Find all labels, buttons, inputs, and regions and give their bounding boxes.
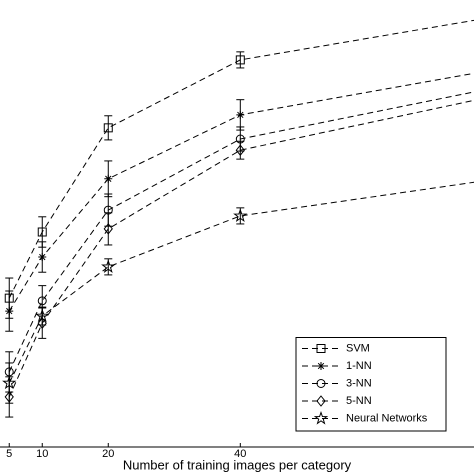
marker [37,296,47,306]
legend-marker [316,344,326,353]
series-line [8,72,474,312]
legend-marker [316,395,326,407]
error-bar [104,212,113,246]
legend-marker [313,410,329,425]
marker [38,253,47,262]
series-line [8,19,474,299]
marker [235,144,245,156]
x-tick-label: 10 [36,448,48,460]
marker [235,55,245,65]
legend-label: Neural Networks [346,412,428,424]
legend-marker [317,362,325,370]
x-tick-label: 5 [6,448,12,460]
series-line [8,91,474,373]
error-bar [5,362,14,404]
marker [37,227,47,237]
legend-label: SVM [346,342,370,354]
marker [103,123,113,133]
error-bar [236,140,245,160]
legend-marker [316,379,326,388]
x-tick-label: 40 [234,448,246,460]
marker [101,259,116,273]
error-bar [104,115,113,141]
legend: SVM 1-NN 3-NN 5-NN Neural Networks [295,337,447,432]
x-tick-label: 20 [102,448,114,460]
marker [37,317,47,329]
marker [104,174,113,183]
plot-area [2,19,474,418]
marker [233,208,248,222]
x-axis-label: Number of training images per category [123,457,352,472]
legend-box [295,337,447,432]
marker [2,375,17,390]
legend-label: 1-NN [346,360,372,372]
error-bar [236,51,245,69]
marker [5,307,14,316]
marker [103,223,113,235]
legend-label: 5-NN [346,395,372,407]
marker [35,308,50,323]
marker [236,110,245,119]
legend-label: 3-NN [346,377,372,389]
